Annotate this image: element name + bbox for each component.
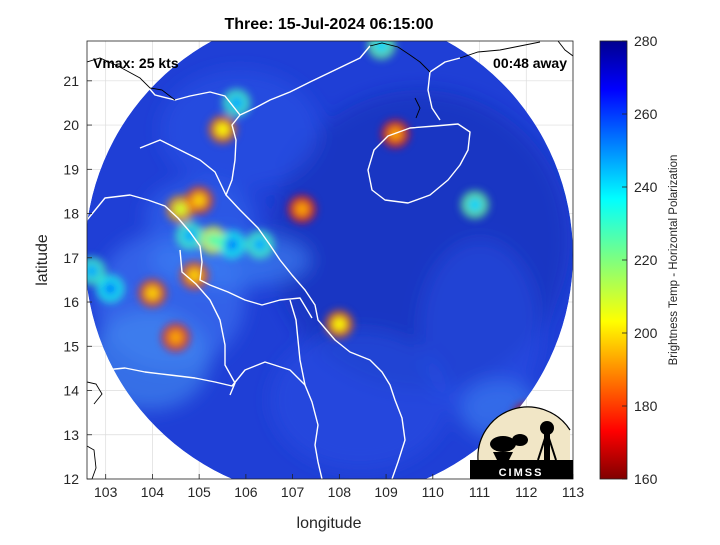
- time-away-annotation: 00:48 away: [493, 55, 567, 71]
- x-tick-label: 107: [281, 484, 305, 500]
- cold-cloud-core: [192, 193, 207, 208]
- plot-frame: [86, 40, 574, 480]
- x-tick-label: 103: [94, 484, 118, 500]
- border-cambodia: [87, 361, 323, 479]
- border-laos-cambodia: [289, 299, 306, 386]
- coastlines-outside: [87, 41, 573, 479]
- coastline-leizhou: [427, 57, 461, 121]
- y-tick-label: 20: [63, 117, 79, 133]
- y-tick-label: 21: [63, 73, 79, 89]
- x-tick-label: 113: [562, 484, 585, 500]
- cold-cloud-core: [206, 233, 221, 248]
- colorbar-tick-label: 260: [634, 106, 658, 122]
- y-tick-label: 12: [63, 471, 79, 487]
- x-axis-label: longitude: [297, 515, 362, 532]
- colorbar-tick-label: 240: [634, 179, 658, 195]
- cold-cloud-core: [173, 202, 188, 217]
- y-tick-label: 18: [63, 206, 79, 222]
- coastline-hainan: [367, 123, 471, 204]
- y-tick-label: 14: [63, 383, 79, 399]
- cold-cloud-core: [374, 41, 389, 53]
- border-laos-vietnam-north: [87, 194, 313, 319]
- cimss-logo-text: CIMSS: [499, 467, 544, 479]
- y-tick-label: 19: [63, 161, 79, 177]
- figure-title: Three: 15-Jul-2024 06:15:00: [225, 16, 434, 33]
- cold-cloud-core: [252, 237, 267, 252]
- cold-cloud-core: [145, 286, 160, 301]
- border-laos-vietnam-upper: [139, 139, 227, 196]
- y-tick-label: 15: [63, 338, 79, 354]
- cold-cloud-core: [224, 237, 239, 252]
- x-tick-label: 108: [328, 484, 352, 500]
- x-tick-label: 112: [515, 484, 538, 500]
- x-axis-tick-labels: 103 104 105 106 107 108 109 110 111 112 113: [94, 474, 584, 500]
- cold-cloud-core: [182, 228, 197, 243]
- coastline-vietnam-china: [225, 45, 406, 479]
- cold-cloud-core: [187, 268, 202, 283]
- cold-cloud-core: [87, 264, 99, 279]
- y-axis-label: latitude: [34, 234, 51, 286]
- colorbar-label: Brightness Temp - Horizontal Polarizatio…: [668, 155, 680, 366]
- x-tick-label: 105: [187, 484, 211, 500]
- scan-disc: [87, 41, 573, 479]
- y-axis-tick-labels: 12 13 14 15 16 17 18 19 20 21: [63, 73, 92, 487]
- colorbar-tick-label: 180: [634, 398, 658, 414]
- colorbar-tick-labels: 160 180 200 220 240 260 280: [622, 33, 658, 487]
- colorbar-tick-label: 200: [634, 325, 658, 341]
- y-tick-label: 17: [63, 250, 79, 266]
- cold-cloud-core: [215, 122, 230, 137]
- colorbar-tick-label: 280: [634, 33, 658, 49]
- y-tick-label: 16: [63, 294, 79, 310]
- cold-cloud-core: [294, 202, 309, 217]
- cold-cloud-core: [229, 95, 244, 110]
- x-tick-label: 106: [234, 484, 258, 500]
- y-tick-label: 13: [63, 427, 79, 443]
- x-tick-label: 111: [469, 484, 490, 500]
- cold-cloud-core: [168, 330, 183, 345]
- cold-cloud-core: [332, 317, 347, 332]
- vmax-annotation: Vmax: 25 kts: [93, 55, 179, 71]
- border-thailand-laos: [179, 249, 236, 396]
- cold-cloud-core: [467, 197, 482, 212]
- colorbar: 160 180 200 220 240 260 280 Brightness Temp - …: [599, 33, 680, 487]
- x-tick-label: 104: [141, 484, 165, 500]
- cold-cloud-core: [103, 281, 118, 296]
- x-tick-label: 110: [422, 484, 445, 500]
- x-tick-label: 109: [374, 484, 398, 500]
- colorbar-tick-label: 160: [634, 471, 658, 487]
- plot-area: [87, 41, 573, 479]
- cimss-logo: CIMSS: [470, 406, 573, 479]
- colorbar-tick-label: 220: [634, 252, 658, 268]
- coastlines: [87, 45, 471, 479]
